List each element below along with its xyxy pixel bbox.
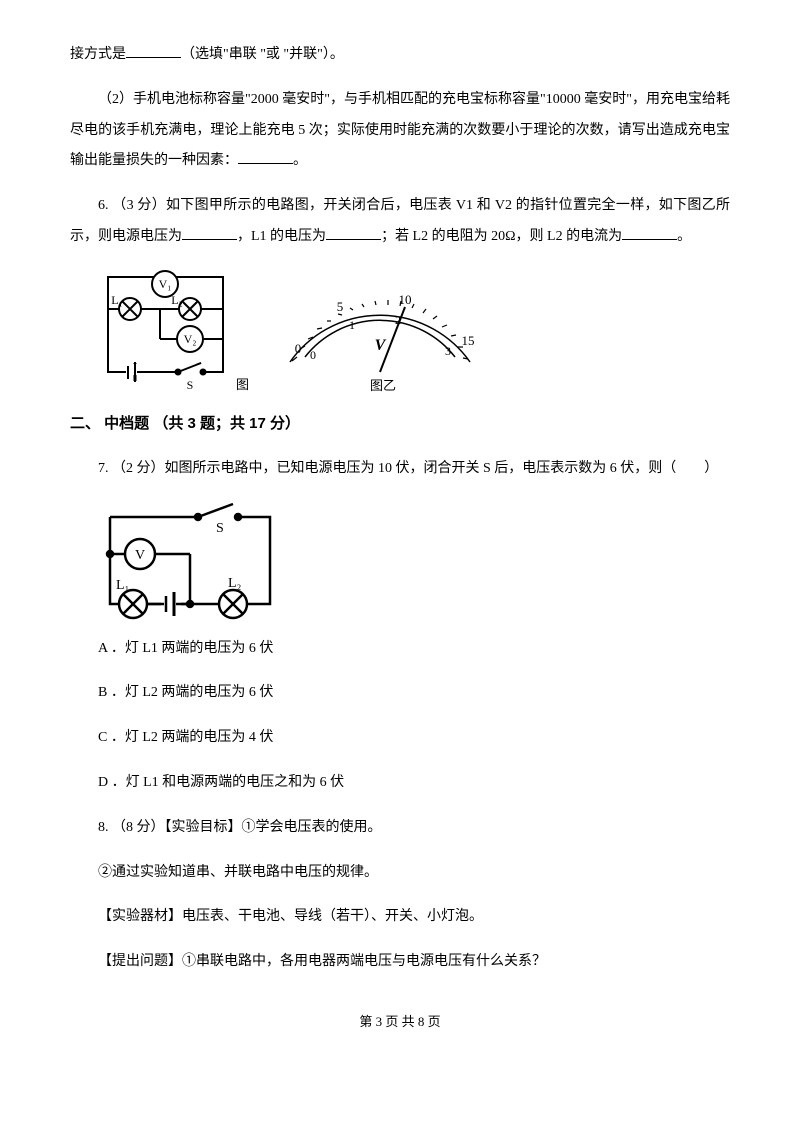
option-b: B ．灯 L2 两端的电压为 6 伏 [70, 678, 730, 709]
option-a: A ．灯 L1 两端的电压为 6 伏 [70, 634, 730, 665]
voltmeter-diagram-yi: 0 5 10 15 0 1 2 3 V 图乙 [270, 277, 490, 397]
fill-blank [326, 225, 381, 240]
text: 。 [293, 153, 307, 168]
svg-text:V₁: V₁ [159, 277, 172, 291]
text: ；若 L2 的电阻为 20Ω，则 L2 的电流为 [381, 229, 622, 244]
paragraph-2: （2）手机电池标称容量"2000 毫安时"，与手机相匹配的充电宝标称容量"100… [70, 85, 730, 177]
circuit-diagram-jia: V₁ L₁ L₂ V₂ S 图甲 [98, 267, 248, 397]
svg-text:0: 0 [310, 348, 316, 362]
figure-row-1: V₁ L₁ L₂ V₂ S 图甲 0 5 10 [98, 267, 730, 397]
fill-blank [182, 225, 237, 240]
svg-text:V₂: V₂ [184, 332, 197, 346]
question-7-text: 7. （2 分）如图所示电路中，已知电源电压为 10 伏，闭合开关 S 后，电压… [70, 454, 730, 485]
text: （选填"串联 "或 "并联"）。 [181, 47, 344, 62]
svg-text:1: 1 [349, 318, 355, 332]
svg-text:S: S [216, 521, 224, 536]
text: 。 [677, 229, 691, 244]
circuit-diagram-q7: V L₁ L₂ S [98, 499, 730, 624]
svg-text:L₁: L₁ [116, 578, 129, 593]
page-content: 接方式是 （选填"串联 "或 "并联"）。 （2）手机电池标称容量"2000 毫安… [0, 0, 800, 1067]
fill-blank [622, 225, 677, 240]
page-footer: 第 3 页 共 8 页 [70, 1008, 730, 1037]
svg-text:V: V [135, 548, 145, 563]
footer-text: 页 共 [382, 1014, 418, 1029]
text: ，L1 的电压为 [237, 229, 326, 244]
text: （2）手机电池标称容量"2000 毫安时"，与手机相匹配的充电宝标称容量"100… [70, 92, 730, 169]
svg-text:L₂: L₂ [228, 576, 242, 591]
section-2-heading: 二、 中档题 （共 3 题；共 17 分） [70, 407, 730, 440]
svg-text:5: 5 [336, 299, 343, 314]
option-c: C ．灯 L2 两端的电压为 4 伏 [70, 723, 730, 754]
svg-text:V: V [374, 337, 386, 354]
paragraph-3: 6. （3 分）如下图甲所示的电路图，开关闭合后，电压表 V1 和 V2 的指针… [70, 191, 730, 253]
svg-text:L₁: L₁ [111, 293, 123, 307]
svg-text:3: 3 [445, 344, 451, 358]
fill-blank [126, 43, 181, 58]
q8-line1: 8. （8 分）【实验目标】①学会电压表的使用。 [70, 813, 730, 844]
option-d: D ．灯 L1 和电源两端的电压之和为 6 伏 [70, 768, 730, 799]
text: 接方式是 [70, 47, 126, 62]
footer-text: 页 [424, 1014, 440, 1029]
q8-line4: 【提出问题】①串联电路中，各用电器两端电压与电源电压有什么关系？ [70, 947, 730, 978]
fill-blank [238, 149, 293, 164]
svg-text:L₂: L₂ [171, 293, 183, 307]
svg-text:S: S [187, 378, 194, 392]
svg-text:图乙: 图乙 [370, 378, 396, 393]
svg-text:15: 15 [461, 333, 474, 348]
q8-line2: ②通过实验知道串、并联电路中电压的规律。 [70, 858, 730, 889]
footer-text: 第 [359, 1014, 375, 1029]
svg-text:图甲: 图甲 [236, 377, 248, 392]
q8-line3: 【实验器材】电压表、干电池、导线（若干）、开关、小灯泡。 [70, 902, 730, 933]
paragraph-1: 接方式是 （选填"串联 "或 "并联"）。 [70, 40, 730, 71]
